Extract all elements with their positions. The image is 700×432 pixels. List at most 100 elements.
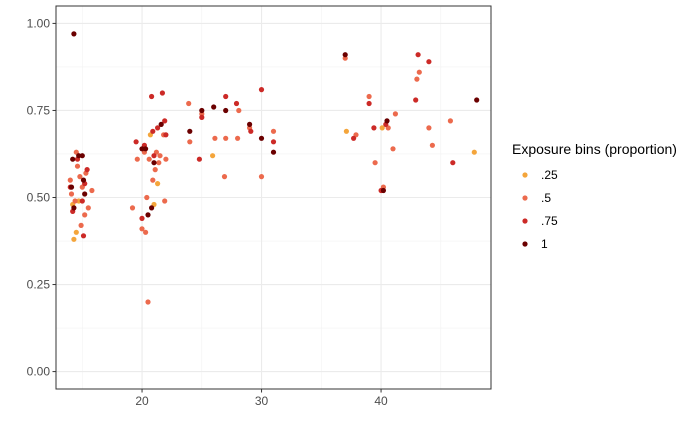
data-point: [146, 156, 152, 162]
data-point: [80, 233, 87, 239]
data-point: [151, 153, 157, 159]
data-point: [129, 205, 136, 211]
data-point: [156, 160, 162, 166]
data-point: [134, 156, 140, 162]
data-point: [162, 118, 168, 124]
data-point: [187, 139, 193, 145]
data-point: [71, 236, 77, 242]
y-tick-label: 0.00: [27, 365, 51, 379]
data-point: [152, 167, 158, 173]
data-point: [139, 146, 145, 152]
data-point: [223, 135, 229, 141]
data-point: [155, 181, 161, 187]
data-point: [384, 118, 390, 124]
data-point: [233, 100, 240, 107]
legend-key: [522, 218, 528, 224]
data-point: [371, 125, 377, 131]
data-point: [196, 156, 202, 162]
data-point: [447, 118, 453, 124]
legend-key: [522, 195, 528, 201]
data-point: [76, 153, 82, 159]
data-point: [380, 187, 386, 194]
data-point: [270, 139, 277, 145]
data-point: [157, 153, 163, 159]
data-point: [392, 111, 398, 117]
data-point: [82, 191, 88, 197]
data-point: [372, 160, 378, 166]
data-point: [150, 177, 156, 183]
legend-label: 1: [541, 237, 548, 251]
data-point: [474, 97, 480, 103]
data-point: [149, 93, 155, 100]
data-point: [247, 121, 253, 127]
data-point: [416, 69, 422, 75]
data-point: [85, 205, 91, 211]
data-point: [471, 149, 477, 155]
data-point: [426, 59, 432, 65]
y-tick-label: 0.50: [27, 191, 51, 205]
y-tick-label: 0.25: [27, 278, 51, 292]
data-point: [223, 107, 229, 114]
data-point: [162, 198, 168, 204]
x-axis: 20 30 40: [135, 389, 388, 408]
data-point: [415, 52, 421, 58]
data-point: [155, 125, 161, 131]
legend-title: Exposure bins (proportion): [512, 141, 677, 157]
legend-label: .5: [541, 191, 551, 205]
y-tick-label: 1.00: [27, 16, 51, 30]
data-point: [70, 156, 76, 162]
data-point: [139, 215, 145, 221]
data-point: [210, 153, 216, 159]
data-point: [186, 100, 192, 107]
legend-label: .25: [541, 168, 558, 182]
data-point: [145, 299, 151, 305]
data-point: [270, 149, 277, 155]
legend-label: .75: [541, 214, 558, 228]
data-point: [67, 177, 73, 183]
data-point: [139, 226, 145, 232]
data-point: [71, 31, 77, 37]
data-point: [144, 194, 150, 201]
x-tick-label: 20: [135, 394, 149, 408]
data-point: [258, 87, 265, 93]
data-point: [413, 97, 419, 103]
data-point: [68, 191, 75, 197]
y-axis: 0.00 0.25 0.50 0.75 1.00: [27, 16, 56, 379]
data-point: [235, 135, 241, 141]
data-point: [163, 156, 169, 162]
data-point: [212, 135, 218, 141]
data-points: [67, 31, 480, 305]
data-point: [71, 205, 77, 211]
data-point: [143, 229, 149, 235]
data-point: [351, 135, 357, 141]
data-point: [248, 128, 254, 134]
data-point: [84, 167, 90, 173]
data-point: [414, 76, 420, 82]
data-point: [366, 100, 372, 107]
data-point: [133, 139, 139, 145]
data-point: [78, 222, 84, 228]
data-point: [199, 114, 205, 120]
data-point: [77, 174, 83, 180]
data-point: [80, 177, 87, 183]
data-point: [187, 128, 193, 134]
data-point: [68, 184, 75, 190]
data-point: [89, 187, 95, 194]
y-tick-label: 0.75: [27, 103, 51, 117]
data-point: [82, 212, 88, 218]
data-point: [342, 52, 348, 58]
data-point: [79, 198, 85, 204]
data-point: [76, 198, 82, 204]
data-point: [270, 128, 277, 134]
grid-lines: [56, 6, 491, 389]
data-point: [211, 104, 217, 110]
data-point: [258, 135, 265, 141]
data-point: [159, 90, 165, 96]
legend: Exposure bins (proportion) .25 .5 .75 1: [512, 141, 677, 251]
data-point: [366, 93, 372, 100]
data-point: [143, 146, 149, 152]
x-tick-label: 30: [255, 394, 269, 408]
legend-key: [522, 241, 528, 247]
data-point: [390, 146, 396, 152]
